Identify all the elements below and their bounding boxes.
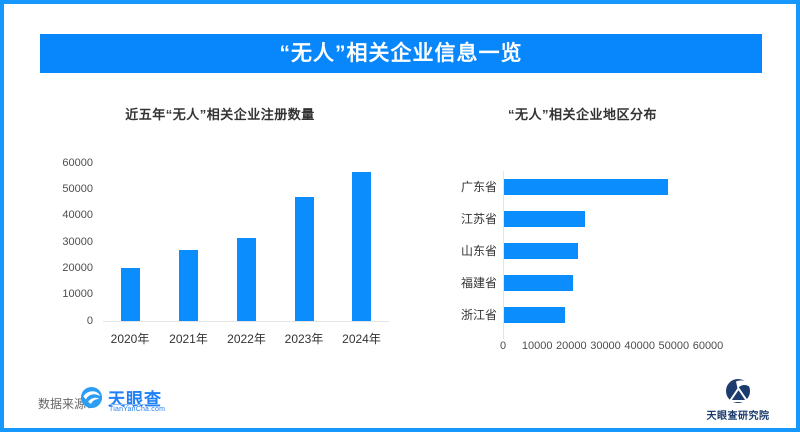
registration-bar: [237, 238, 256, 321]
region-bar: [504, 211, 585, 227]
x-axis-tick-label: 20000: [556, 340, 587, 352]
region-bar: [504, 275, 573, 291]
x-axis-category-label: 2020年: [110, 332, 150, 346]
region-label: 广东省: [460, 180, 497, 194]
registration-bar: [179, 250, 198, 321]
institute-logo-icon: [726, 379, 751, 403]
x-axis-category-label: 2021年: [169, 332, 208, 346]
region-label: 浙江省: [460, 308, 497, 322]
region-label: 福建省: [460, 276, 497, 290]
region-label: 山东省: [460, 244, 497, 258]
registration-bar: [294, 197, 314, 321]
y-axis-tick-label: 20000: [62, 261, 93, 274]
y-axis-tick-label: 0: [86, 314, 93, 327]
y-axis-tick-label: 60000: [62, 156, 93, 169]
institute-logo-text: 天眼查研究院: [706, 411, 770, 422]
region-label: 江苏省: [460, 212, 497, 226]
y-axis-tick-label: 50000: [62, 182, 93, 195]
tianyancha-logo-subtext: TianYanCha.com: [109, 404, 166, 413]
registrations-chart-title: 近五年“无人”相关企业注册数量: [125, 107, 315, 122]
x-axis-tick-label: 60000: [692, 340, 724, 352]
tianyancha-logo-icon: [80, 386, 103, 409]
region-bar: [504, 307, 565, 323]
region-bar: [504, 179, 668, 195]
x-axis-baseline: [103, 321, 389, 322]
x-axis-tick-label: 0: [499, 340, 507, 352]
y-axis-line: [503, 171, 504, 339]
x-axis-category-label: 2022年: [227, 332, 266, 346]
x-axis-tick-label: 10000: [521, 340, 553, 352]
regions-chart-title: “无人”相关企业地区分布: [507, 107, 657, 122]
x-axis-tick-label: 40000: [624, 340, 655, 352]
y-axis-tick-label: 10000: [62, 288, 93, 301]
x-axis-category-label: 2023年: [284, 332, 324, 346]
region-bar: [504, 243, 578, 259]
y-axis-tick-label: 40000: [62, 209, 93, 222]
y-axis-tick-label: 30000: [62, 235, 93, 248]
x-axis-tick-label: 50000: [658, 340, 690, 352]
registration-bar: [352, 172, 371, 321]
x-axis-tick-label: 30000: [590, 340, 621, 352]
registration-bar: [120, 268, 140, 321]
banner-title: “无人”相关企业信息一览: [40, 34, 762, 73]
x-axis-category-label: 2024年: [342, 332, 381, 346]
